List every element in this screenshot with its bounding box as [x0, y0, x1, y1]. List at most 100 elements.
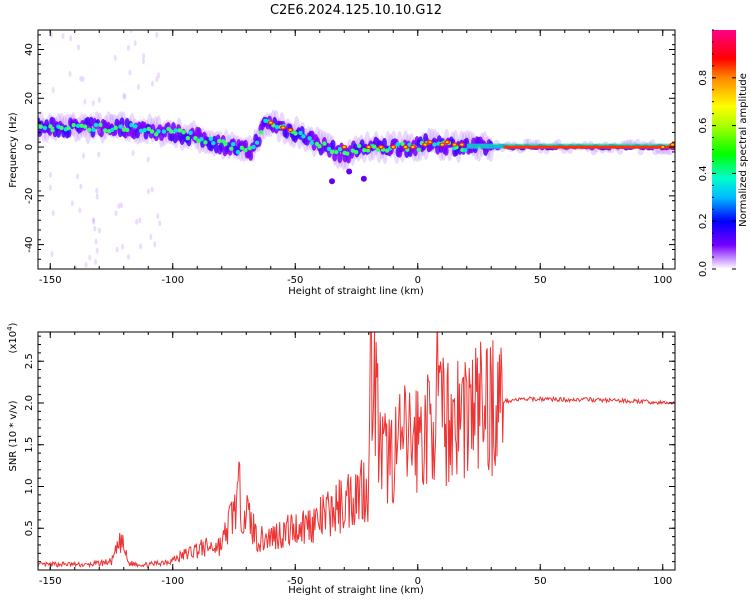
heatmap-noise — [126, 253, 130, 260]
heatmap-noise — [119, 202, 123, 209]
heatmap-core — [254, 140, 260, 145]
heatmap-core — [93, 122, 99, 128]
bottom-y-tick-label: 2.5 — [24, 353, 35, 369]
heatmap-core — [211, 141, 216, 146]
bottom-y-tick-label: 1.5 — [24, 437, 35, 453]
heatmap-noise — [48, 171, 52, 178]
heatmap-noise — [122, 92, 126, 99]
heatmap-noise — [113, 54, 117, 61]
heatmap-noise — [51, 210, 55, 217]
heatmap-noise — [149, 234, 153, 241]
heatmap-core — [385, 148, 390, 153]
heatmap-noise — [92, 216, 96, 223]
heatmap-peak-band — [503, 145, 675, 149]
heatmap-noise — [121, 243, 125, 250]
heatmap-noise — [68, 70, 72, 77]
heatmap-core — [235, 149, 241, 155]
heatmap-core — [50, 128, 55, 133]
heatmap-noise — [142, 53, 146, 60]
bottom-y-tick-label: 2.0 — [24, 395, 35, 411]
spectrogram-panel: -150 -100 -50 0 50 100 -40 -20 0 20 40 Height of … — [8, 29, 676, 297]
heatmap-core — [239, 145, 245, 151]
heatmap-noise — [155, 32, 159, 39]
heatmap-noise — [95, 193, 99, 200]
heatmap-noise — [114, 210, 118, 217]
heatmap-hotspot-center — [661, 146, 665, 149]
heatmap-noise — [110, 114, 114, 121]
heatmap-noise — [120, 124, 124, 131]
heatmap-core — [129, 122, 134, 128]
heatmap-noise — [129, 30, 133, 33]
heatmap-noise — [97, 227, 101, 234]
heatmap-core — [91, 127, 96, 132]
bottom-x-tick-label: 50 — [534, 576, 547, 587]
heatmap-core — [258, 130, 264, 135]
heatmap-core — [59, 125, 64, 131]
heatmap-noise — [94, 238, 98, 245]
heatmap-core — [118, 124, 123, 129]
heatmap-noise — [133, 40, 137, 47]
top-y-tick-label: 20 — [24, 92, 35, 105]
bottom-x-tick-label: -50 — [287, 576, 303, 587]
snr-axes-frame — [37, 331, 676, 571]
heatmap-noise — [70, 200, 74, 207]
heatmap-core — [156, 129, 161, 134]
heatmap-core — [372, 144, 377, 149]
heatmap-noise — [97, 151, 101, 158]
heatmap-noise — [71, 114, 75, 121]
bottom-x-ticks: -150 -100 -50 0 50 100 — [39, 332, 672, 587]
heatmap-hotspot-center — [428, 141, 432, 144]
heatmap-halo — [652, 147, 659, 156]
colorbar-tick-label: 0.6 — [698, 118, 709, 134]
heatmap-core — [243, 148, 248, 153]
heatmap-cell — [443, 145, 449, 156]
top-x-tick-label: 0 — [415, 275, 421, 286]
heatmap-core — [133, 124, 138, 129]
heatmap-core — [161, 129, 167, 134]
bottom-x-axis-label: Height of straight line (km) — [288, 585, 424, 596]
top-y-tick-label: -20 — [24, 188, 35, 204]
heatmap-core — [208, 136, 214, 142]
heatmap-core — [121, 127, 127, 132]
heatmap-halo — [667, 148, 674, 156]
colorbar-tick-label: 0.4 — [698, 165, 709, 181]
heatmap-core — [138, 128, 144, 134]
top-x-axis-label: Height of straight line (km) — [288, 286, 424, 297]
heatmap-core — [86, 127, 92, 133]
heatmap-core — [103, 128, 108, 133]
bottom-x-tick-label: 0 — [415, 576, 421, 587]
top-x-tick-label: -100 — [161, 275, 184, 286]
colorbar-gradient — [712, 30, 736, 269]
heatmap-core — [309, 140, 314, 146]
heatmap-noise — [153, 241, 157, 248]
heatmap-core — [193, 135, 198, 141]
heatmap-noise — [84, 261, 88, 268]
heatmap-core — [66, 125, 71, 131]
heatmap-noise — [61, 118, 65, 125]
heatmap-core — [153, 132, 159, 137]
heatmap-hotspot-center — [391, 146, 395, 149]
heatmap-noise — [158, 220, 162, 227]
heatmap-noise — [94, 258, 98, 265]
heatmap-marks — [38, 30, 675, 269]
heatmap-noise — [136, 83, 140, 90]
multiplier-prefix: (x10 — [8, 331, 19, 354]
bottom-y-ticks: 0.5 1.0 1.5 2.0 2.5 — [24, 335, 675, 571]
heatmap-core — [38, 124, 44, 129]
heatmap-core — [82, 124, 88, 129]
top-x-ticks: -150 -100 -50 0 50 100 — [39, 30, 672, 286]
heatmap-noise — [91, 100, 95, 107]
heatmap-core — [298, 130, 303, 136]
heatmap-layer — [38, 30, 675, 269]
heatmap-noise — [123, 93, 127, 100]
heatmap-core — [169, 129, 174, 134]
heatmap-noise — [97, 96, 101, 103]
heatmap-core — [317, 144, 322, 149]
colorbar-tick-label: 0.2 — [698, 213, 709, 229]
bottom-x-tick-label: 100 — [653, 576, 672, 587]
heatmap-noise — [150, 186, 154, 193]
heatmap-noise — [92, 218, 96, 225]
heatmap-core — [416, 147, 421, 153]
colorbar-tick-label: 0.8 — [698, 70, 709, 86]
